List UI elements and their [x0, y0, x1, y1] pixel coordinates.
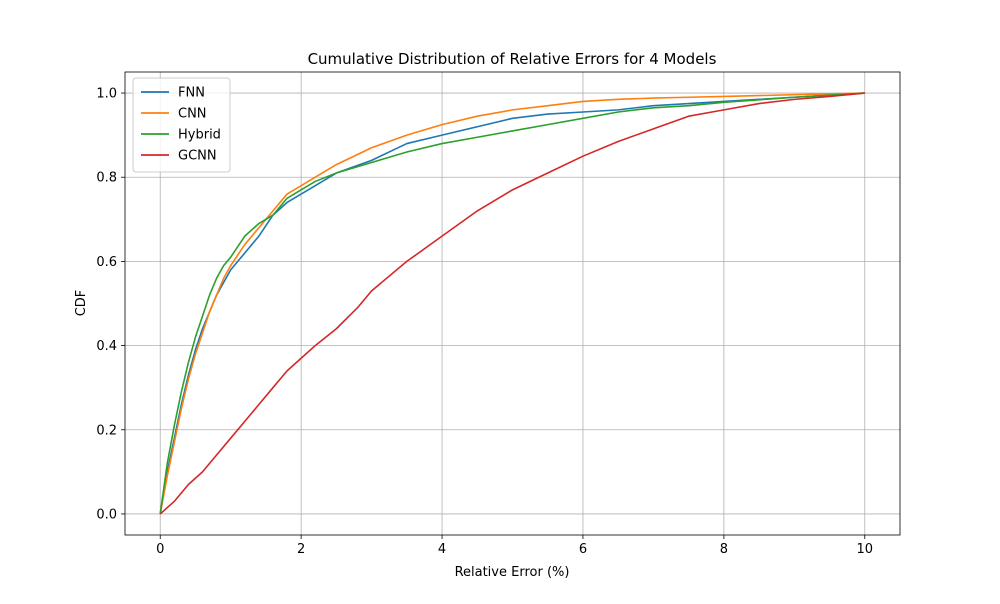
series-lines — [159, 92, 865, 515]
y-axis-label: CDF — [74, 290, 89, 317]
x-axis-label: Relative Error (%) — [455, 565, 570, 580]
series-line-cnn — [159, 92, 865, 515]
x-tick-label-5: 10 — [856, 542, 873, 557]
series-line-gcnn — [159, 92, 865, 515]
series-line-fnn — [159, 92, 865, 515]
legend-label-hybrid: Hybrid — [178, 128, 221, 143]
legend-label-cnn: CNN — [178, 107, 207, 122]
plot-area — [124, 71, 901, 536]
x-tick-label-1: 2 — [297, 542, 305, 557]
y-tick-label-5: 1.0 — [96, 87, 117, 102]
y-tick-label-2: 0.4 — [96, 339, 117, 354]
chart-title: Cumulative Distribution of Relative Erro… — [308, 50, 717, 68]
legend-label-gcnn: GCNN — [178, 149, 217, 164]
series-line-hybrid — [159, 92, 865, 515]
axis-ticks: 0 2 4 6 8 10 0.0 0.2 0.4 0.6 0.8 1.0 — [96, 87, 873, 557]
y-tick-label-4: 0.8 — [96, 171, 117, 186]
x-tick-label-3: 6 — [579, 542, 587, 557]
legend: FNN CNN Hybrid GCNN — [132, 77, 231, 173]
x-tick-label-4: 8 — [720, 542, 728, 557]
x-tick-label-2: 4 — [438, 542, 446, 557]
grid-lines — [125, 72, 900, 535]
legend-label-fnn: FNN — [178, 86, 205, 101]
plot-frame — [124, 71, 901, 536]
y-tick-label-3: 0.6 — [96, 255, 117, 270]
x-tick-label-0: 0 — [156, 542, 164, 557]
y-tick-label-0: 0.0 — [96, 507, 117, 522]
legend-box — [132, 77, 231, 173]
y-tick-label-1: 0.2 — [96, 423, 117, 438]
